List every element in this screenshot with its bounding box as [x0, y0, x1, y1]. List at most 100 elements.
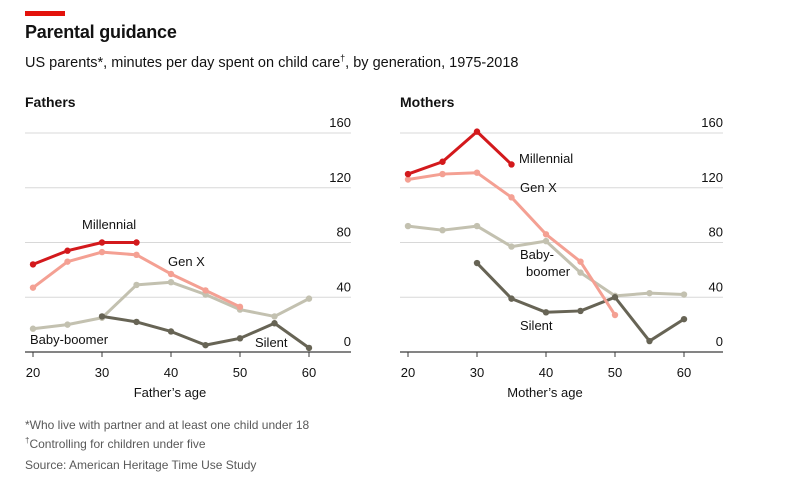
- data-point-gen-x: [611, 311, 619, 319]
- data-point-millennial: [473, 128, 481, 135]
- data-point-baby-boomer: [680, 291, 688, 298]
- series-label-millennial: Millennial: [82, 217, 136, 232]
- x-tick-label: 30: [95, 365, 109, 380]
- data-point-baby-boomer: [404, 222, 412, 230]
- data-point-gen-x: [542, 231, 550, 238]
- data-point-millennial: [29, 261, 37, 268]
- y-tick-label: 0: [344, 334, 351, 349]
- chart-title: Parental guidance: [25, 22, 177, 42]
- data-point-silent: [167, 328, 175, 335]
- y-tick-label: 40: [337, 279, 351, 294]
- data-point-baby-boomer: [271, 313, 278, 320]
- data-point-gen-x: [508, 194, 515, 201]
- data-point-silent: [646, 337, 653, 345]
- x-tick-label: 50: [233, 365, 247, 380]
- y-tick-label: 160: [329, 115, 351, 130]
- series-line-millennial: [406, 130, 513, 176]
- x-tick-label: 40: [164, 365, 178, 380]
- series-line-baby-boomer: [31, 280, 311, 331]
- data-point-baby-boomer: [64, 321, 71, 328]
- y-tick-label: 80: [709, 225, 723, 240]
- subtitle-dagger: †: [340, 53, 346, 63]
- data-point-baby-boomer: [473, 222, 481, 230]
- data-point-baby-boomer: [133, 281, 140, 289]
- y-tick-label: 160: [701, 115, 723, 130]
- panel-title: Mothers: [400, 94, 455, 110]
- data-point-silent: [680, 315, 688, 323]
- accent-bar: [25, 11, 65, 16]
- chart-subtitle: US parents*, minutes per day spent on ch…: [25, 53, 519, 71]
- data-point-millennial: [508, 161, 515, 168]
- y-tick-label: 120: [701, 170, 723, 185]
- data-point-silent: [611, 294, 619, 301]
- series-label-baby-boomer: boomer: [526, 264, 571, 279]
- data-point-silent: [202, 341, 209, 349]
- data-point-gen-x: [577, 258, 584, 265]
- footnote-controlling-text: Controlling for children under five: [29, 437, 206, 451]
- y-tick-label: 120: [329, 170, 351, 185]
- data-point-millennial: [404, 170, 412, 178]
- footnote-controlling: †Controlling for children under five: [25, 436, 206, 451]
- y-tick-label: 80: [337, 225, 351, 240]
- subtitle-end: , by generation, 1975-2018: [345, 54, 519, 71]
- data-point-millennial: [64, 247, 71, 254]
- x-axis-label: Mother’s age: [507, 385, 582, 400]
- series-line-millennial: [31, 241, 138, 266]
- y-tick-label: 40: [709, 279, 723, 294]
- data-point-gen-x: [98, 248, 106, 256]
- data-point-millennial: [98, 239, 106, 246]
- x-tick-label: 20: [401, 365, 415, 380]
- x-tick-label: 50: [608, 365, 622, 380]
- data-point-silent: [236, 335, 244, 342]
- footnote-dagger: †: [25, 436, 30, 445]
- source-note: Source: American Heritage Time Use Study: [25, 458, 257, 472]
- data-point-baby-boomer: [508, 243, 515, 250]
- series-label-baby-boomer: Baby-: [520, 247, 554, 262]
- data-point-gen-x: [473, 169, 481, 176]
- x-tick-label: 30: [470, 365, 484, 380]
- x-tick-label: 40: [539, 365, 553, 380]
- data-point-silent: [508, 295, 515, 302]
- series-label-silent: Silent: [255, 335, 288, 350]
- data-point-silent: [271, 320, 278, 327]
- x-tick-label: 60: [302, 365, 316, 380]
- data-point-baby-boomer: [542, 237, 550, 245]
- data-point-gen-x: [439, 170, 446, 178]
- data-point-baby-boomer: [577, 269, 584, 276]
- series-label-gen-x: Gen X: [520, 180, 557, 195]
- data-point-baby-boomer: [439, 226, 446, 234]
- data-point-silent: [133, 318, 140, 326]
- x-tick-label: 20: [26, 365, 40, 380]
- x-tick-label: 60: [677, 365, 691, 380]
- data-point-gen-x: [404, 176, 412, 183]
- data-point-baby-boomer: [29, 325, 37, 332]
- data-point-millennial: [133, 239, 140, 246]
- chart-panel-fathers: Fathers 0 40 80 120 160 20 30 40 50 60 Father’s age…: [25, 94, 351, 400]
- y-tick-label: 0: [716, 334, 723, 349]
- data-point-millennial: [439, 158, 446, 165]
- data-point-silent: [473, 259, 481, 267]
- data-point-silent: [98, 313, 106, 320]
- x-axis-label: Father’s age: [134, 385, 207, 400]
- data-point-silent: [542, 309, 550, 316]
- data-point-gen-x: [29, 284, 37, 291]
- chart-panel-mothers: Mothers 0 40 80 120 160 20 30 40 50 60 Mother’s age…: [400, 94, 723, 400]
- data-point-baby-boomer: [305, 295, 313, 302]
- series-label-baby-boomer: Baby-boomer: [30, 332, 109, 347]
- data-point-baby-boomer: [167, 278, 175, 286]
- series-label-millennial: Millennial: [519, 151, 573, 166]
- data-point-silent: [305, 344, 313, 352]
- series-label-silent: Silent: [520, 318, 553, 333]
- data-point-gen-x: [236, 303, 244, 311]
- panel-title: Fathers: [25, 94, 76, 110]
- data-point-silent: [577, 307, 584, 315]
- data-point-baby-boomer: [646, 289, 653, 297]
- footnote-partner: *Who live with partner and at least one …: [25, 418, 310, 432]
- data-point-gen-x: [167, 270, 175, 278]
- series-label-gen-x: Gen X: [168, 254, 205, 269]
- data-point-gen-x: [64, 258, 71, 265]
- data-point-gen-x: [202, 287, 209, 294]
- subtitle-main: US parents*, minutes per day spent on ch…: [25, 54, 341, 71]
- series-line-gen-x: [31, 250, 242, 309]
